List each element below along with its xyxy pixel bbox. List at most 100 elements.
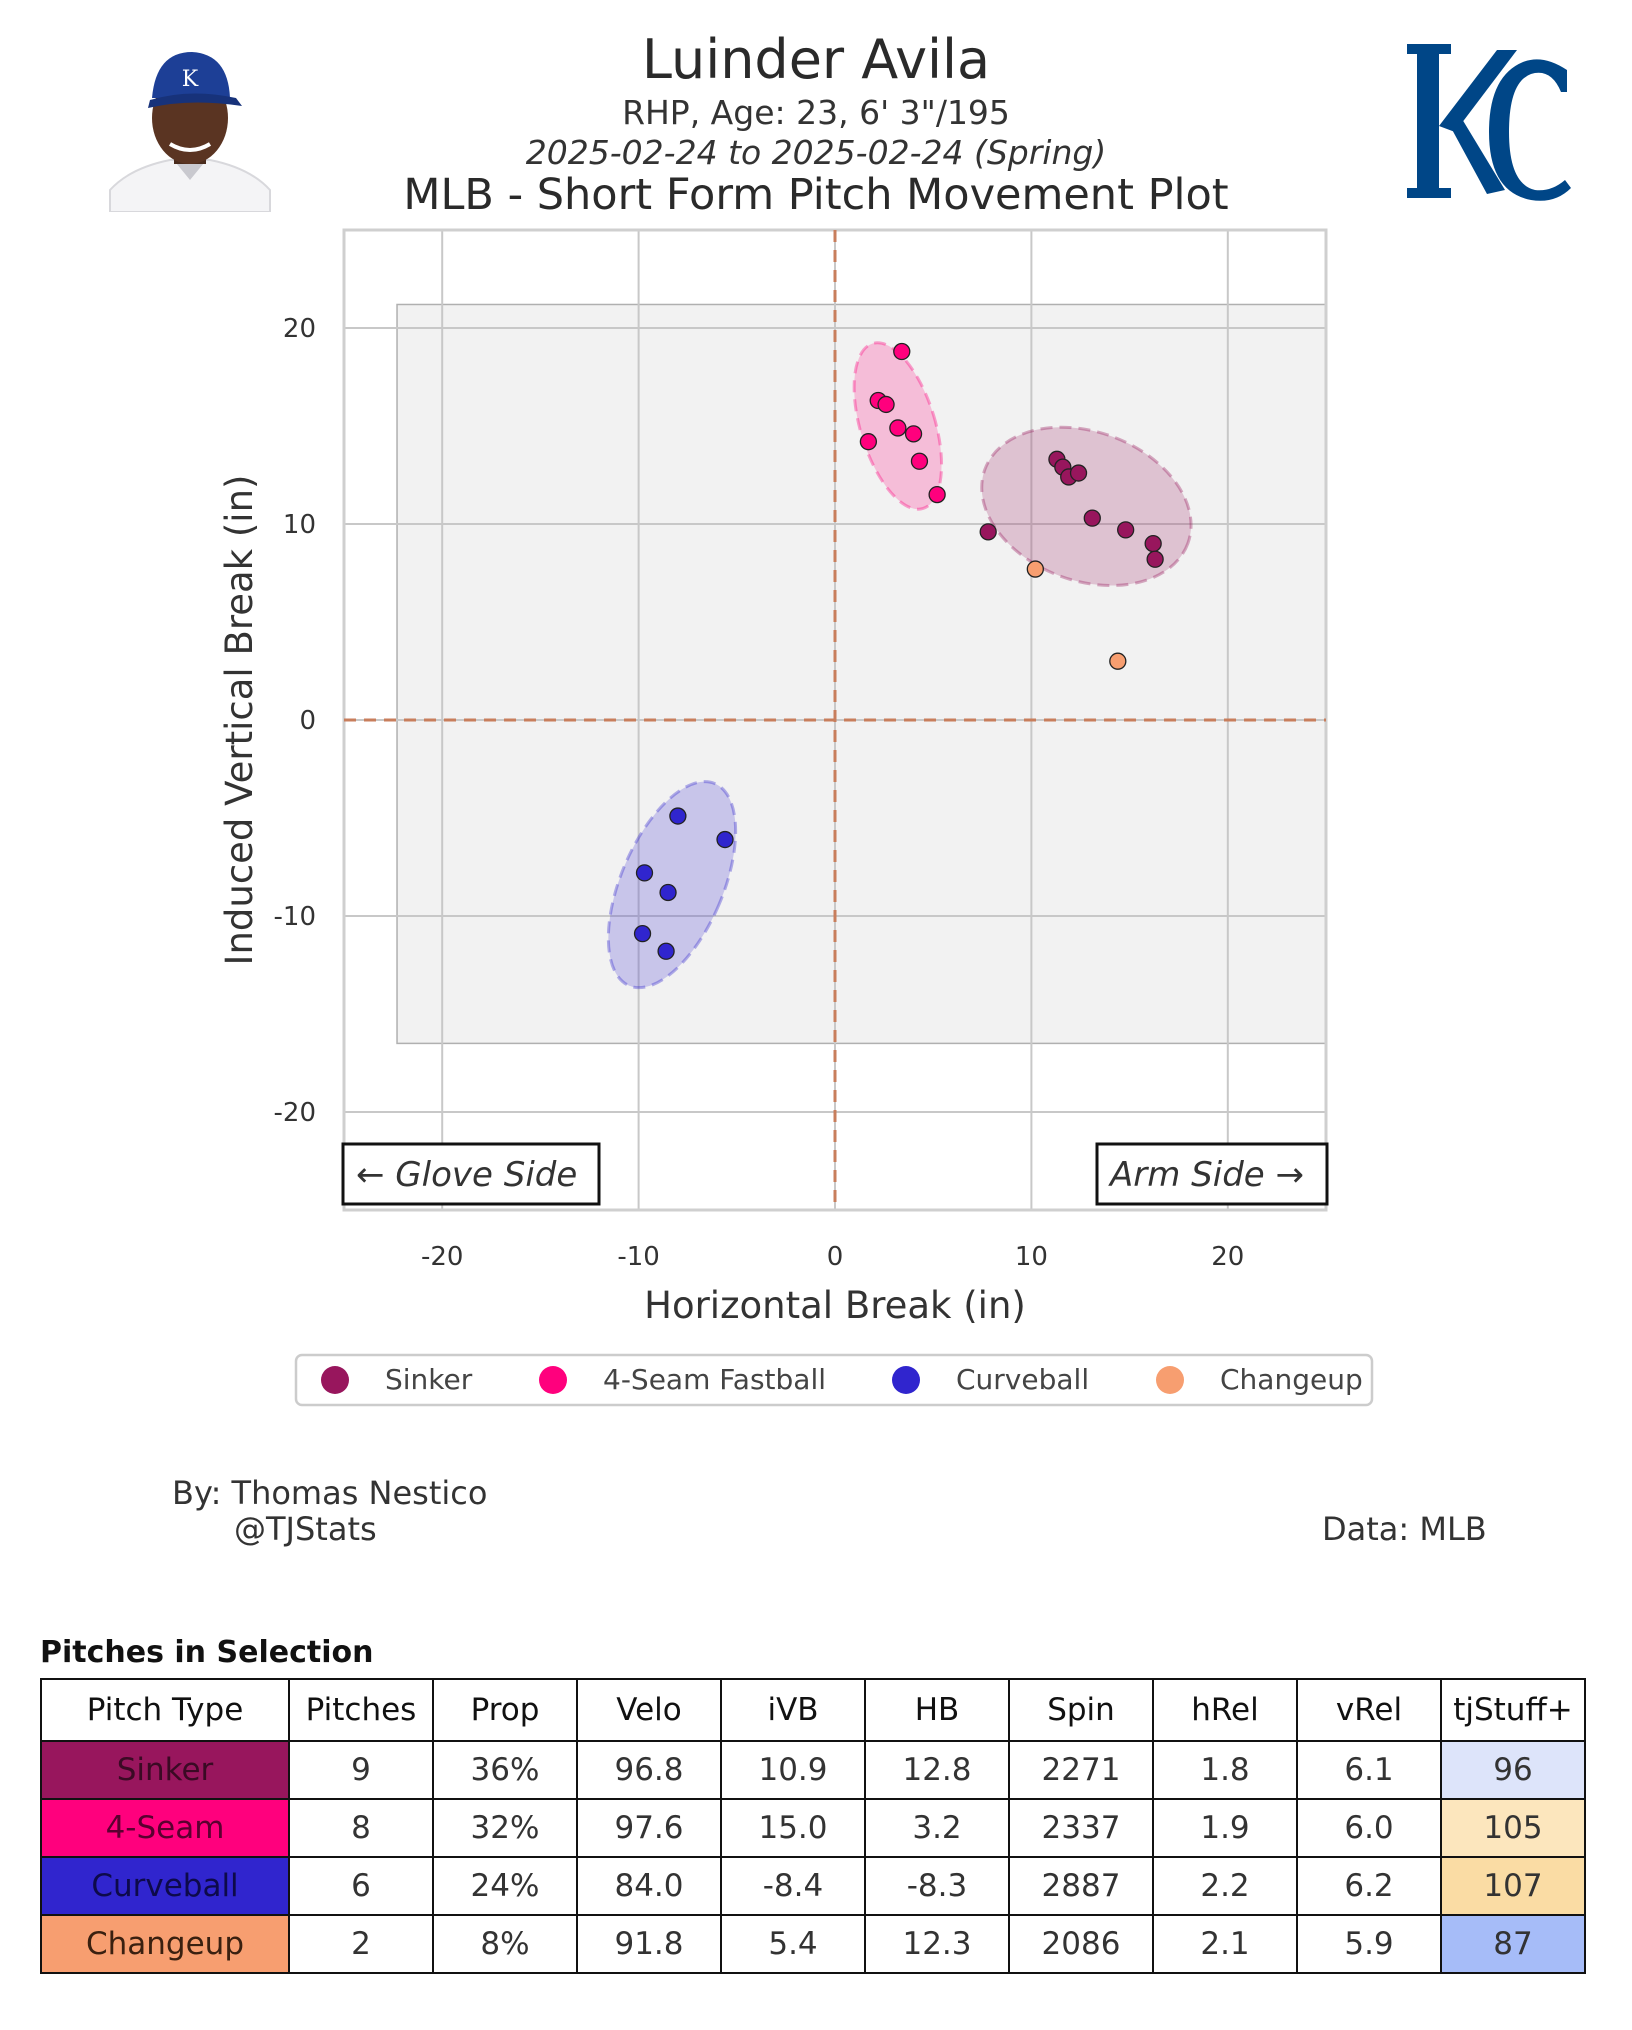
stat-cell: 2086 <box>1008 1914 1154 1974</box>
y-tick-label: -10 <box>274 902 316 932</box>
plot-title: MLB - Short Form Pitch Movement Plot <box>403 170 1229 220</box>
legend-marker-curveball <box>892 1366 920 1394</box>
table-row: Changeup 2 8% 91.8 5.4 12.3 2086 2.1 5.9 87 <box>40 1914 1586 1974</box>
credit-handle: @TJStats <box>234 1510 377 1548</box>
point-4-seam-fastball <box>893 342 911 361</box>
svg-text:K: K <box>182 67 199 92</box>
stat-cell: 1.8 <box>1152 1740 1298 1800</box>
point-4-seam-fastball <box>928 485 946 504</box>
point-4-seam-fastball <box>889 419 907 437</box>
tjstuff-cell: 87 <box>1440 1914 1586 1974</box>
pitch-type-cell: Curveball <box>40 1856 290 1916</box>
stat-cell: 2271 <box>1008 1740 1154 1800</box>
stat-cell: 9 <box>288 1740 434 1800</box>
stat-cell: 5.9 <box>1296 1914 1442 1974</box>
column-header: Velo <box>576 1678 722 1742</box>
arm-side-annotation: Arm Side → <box>1095 1142 1329 1206</box>
player-name: Luinder Avila <box>641 28 991 91</box>
legend-label: Curveball <box>956 1363 1089 1396</box>
stat-cell: -8.4 <box>720 1856 866 1916</box>
point-4-seam-fastball <box>910 452 929 470</box>
stat-cell: 36% <box>432 1740 578 1800</box>
stat-cell: 6.2 <box>1296 1856 1442 1916</box>
legend-marker-sinker <box>321 1366 349 1394</box>
team-logo <box>1407 44 1571 201</box>
glove-side-label: ← Glove Side <box>356 1155 577 1195</box>
point-sinker <box>1117 521 1135 539</box>
table-title: Pitches in Selection <box>40 1635 374 1670</box>
point-sinker <box>1083 509 1101 527</box>
pitch-type-cell: Changeup <box>40 1914 290 1974</box>
point-sinker <box>1069 464 1088 482</box>
stat-cell: 2 <box>288 1914 434 1974</box>
stat-cell: -8.3 <box>864 1856 1010 1916</box>
stat-cell: 2337 <box>1008 1798 1154 1858</box>
arm-side-label: Arm Side → <box>1108 1155 1304 1195</box>
legend-marker-changeup <box>1156 1366 1184 1394</box>
stat-cell: 96.8 <box>576 1740 722 1800</box>
stat-cell: 6.1 <box>1296 1740 1442 1800</box>
tjstuff-cell: 96 <box>1440 1740 1586 1800</box>
stat-cell: 6 <box>288 1856 434 1916</box>
glove-side-annotation: ← Glove Side <box>341 1142 601 1206</box>
point-curveball <box>659 883 677 902</box>
stat-cell: 5.4 <box>720 1914 866 1974</box>
y-tick-label: 0 <box>299 706 316 736</box>
y-axis-label: Induced Vertical Break (in) <box>218 475 261 966</box>
column-header: vRel <box>1296 1678 1442 1742</box>
stat-cell: 15.0 <box>720 1798 866 1858</box>
x-tick-label: 20 <box>1211 1242 1244 1272</box>
date-range: 2025-02-24 to 2025-02-24 (Spring) <box>525 133 1107 172</box>
x-tick-label: -10 <box>617 1242 659 1272</box>
legend: Sinker 4-Seam Fastball Curveball Changeup <box>294 1353 1374 1407</box>
stat-cell: 6.0 <box>1296 1798 1442 1858</box>
player-bio: RHP, Age: 23, 6' 3"/195 <box>622 93 1010 132</box>
point-sinker <box>1146 550 1164 568</box>
table-header-row: Pitch Type Pitches Prop Velo iVB HB Spin hRel vR… <box>40 1678 1586 1742</box>
stat-cell: 2.1 <box>1152 1914 1298 1974</box>
stat-cell: 2.2 <box>1152 1856 1298 1916</box>
table-row: Sinker 9 36% 96.8 10.9 12.8 2271 1.8 6.1 96 <box>40 1740 1586 1800</box>
point-curveball <box>633 924 652 943</box>
y-tick-label: 10 <box>283 510 316 540</box>
pitch-region-box <box>396 303 1327 1045</box>
credit-data-source: Data: MLB <box>1322 1510 1487 1548</box>
stat-cell: 84.0 <box>576 1856 722 1916</box>
legend-marker-4-seam-fastball <box>539 1366 567 1394</box>
table-row: 4-Seam 8 32% 97.6 15.0 3.2 2337 1.9 6.0 105 <box>40 1798 1586 1858</box>
stat-cell: 97.6 <box>576 1798 722 1858</box>
point-4-seam-fastball <box>904 425 923 443</box>
stat-cell: 12.8 <box>864 1740 1010 1800</box>
x-tick-label: 10 <box>1015 1242 1048 1272</box>
point-curveball <box>669 807 687 825</box>
x-tick-label: 0 <box>827 1242 844 1272</box>
stat-cell: 12.3 <box>864 1914 1010 1974</box>
stat-cell: 3.2 <box>864 1798 1010 1858</box>
stat-cell: 2887 <box>1008 1856 1154 1916</box>
point-curveball <box>716 830 734 849</box>
legend-label: Sinker <box>385 1363 473 1396</box>
y-tick-label: -20 <box>274 1098 316 1128</box>
point-sinker <box>979 523 997 541</box>
column-header: HB <box>864 1678 1010 1742</box>
stat-cell: 10.9 <box>720 1740 866 1800</box>
movement-chart: -20 -10 0 10 20 20 10 0 -10 -20 Horizontal Break… <box>218 228 1374 1407</box>
column-header: Pitches <box>288 1678 434 1742</box>
pitch-stats-table: Pitch Type Pitches Prop Velo iVB HB Spin hRel vR… <box>40 1678 1586 1974</box>
tjstuff-cell: 107 <box>1440 1856 1586 1916</box>
point-changeup <box>1109 652 1127 670</box>
point-sinker <box>1144 534 1162 553</box>
point-4-seam-fastball <box>859 433 878 451</box>
stat-cell: 91.8 <box>576 1914 722 1974</box>
point-changeup <box>1026 560 1044 578</box>
stat-cell: 32% <box>432 1798 578 1858</box>
column-header: tjStuff+ <box>1440 1678 1586 1742</box>
stat-cell: 8 <box>288 1798 434 1858</box>
pitch-type-cell: Sinker <box>40 1740 290 1800</box>
point-4-seam-fastball <box>877 395 895 414</box>
column-header: Spin <box>1008 1678 1154 1742</box>
stat-cell: 8% <box>432 1914 578 1974</box>
x-tick-label: -20 <box>421 1242 463 1272</box>
player-headshot: K <box>109 52 271 212</box>
ellipse-sinker <box>980 425 1193 588</box>
